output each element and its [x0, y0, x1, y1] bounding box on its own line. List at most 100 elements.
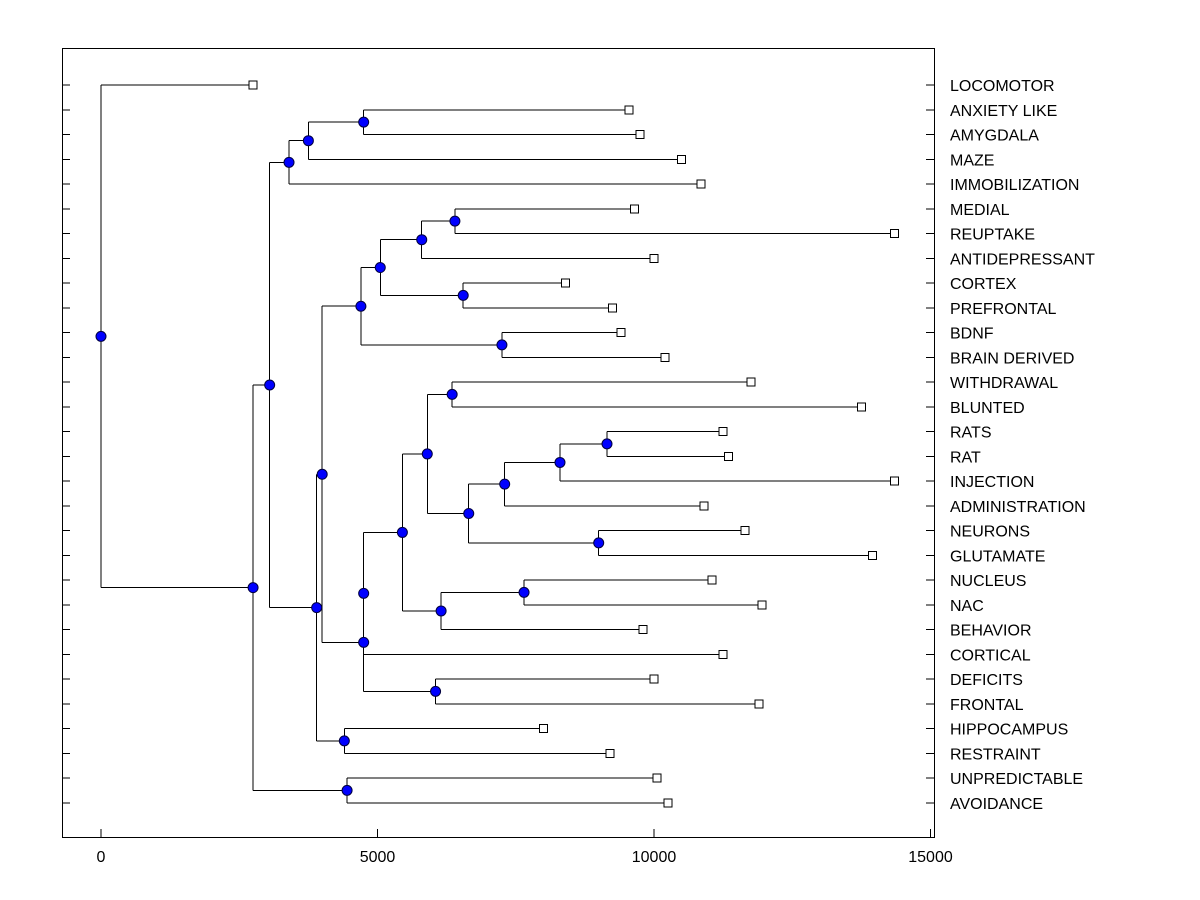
- leaf-marker-deficits: [649, 674, 659, 684]
- merge-node-n21: [430, 685, 442, 697]
- leaf-marker-glutamate: [867, 550, 877, 560]
- leaf-marker-nucleus: [707, 575, 717, 585]
- leaf-label-restraint: RESTRAINT: [950, 746, 1041, 763]
- merge-node-n8: [496, 339, 508, 351]
- leaf-marker-cortical: [718, 649, 728, 659]
- merge-node-n1: [358, 116, 370, 128]
- merge-node-n29: [95, 330, 107, 342]
- merge-node-n24: [338, 735, 350, 747]
- x-tick-label-5000: 5000: [360, 849, 396, 866]
- leaf-label-cortical: CORTICAL: [950, 647, 1031, 664]
- merge-node-n18: [435, 605, 447, 617]
- leaf-label-hippocampus: HIPPOCAMPUS: [950, 722, 1068, 739]
- leaf-marker-brain-derived: [660, 352, 670, 362]
- merge-node-n2: [302, 135, 314, 147]
- merge-node-n28: [247, 582, 259, 594]
- leaf-label-brain-derived: BRAIN DERIVED: [950, 350, 1074, 367]
- leaf-label-maze: MAZE: [950, 152, 994, 169]
- merge-node-n26: [264, 379, 276, 391]
- leaf-label-rat: RAT: [950, 449, 981, 466]
- merge-node-n15: [463, 507, 475, 519]
- leaf-labels: LOCOMOTOR ANXIETY LIKE AMYGDALA MAZE IMMOBIL…: [950, 78, 1095, 813]
- leaf-label-withdrawal: WITHDRAWAL: [950, 375, 1058, 392]
- leaf-label-deficits: DEFICITS: [950, 672, 1023, 689]
- x-tick-label-0: 0: [97, 849, 106, 866]
- merge-node-n11: [601, 438, 613, 450]
- leaf-label-injection: INJECTION: [950, 474, 1034, 491]
- leaf-label-frontal: FRONTAL: [950, 697, 1024, 714]
- leaf-marker-neurons: [740, 526, 750, 535]
- merge-node-n14: [593, 537, 605, 549]
- leaf-marker-medial: [630, 204, 640, 214]
- leaf-marker-prefrontal: [608, 303, 618, 313]
- leaf-label-avoidance: AVOIDANCE: [950, 796, 1043, 813]
- leaf-label-nac: NAC: [950, 598, 984, 615]
- leaf-marker-frontal: [754, 699, 764, 709]
- leaf-label-medial: MEDIAL: [950, 202, 1010, 219]
- merge-node-n27: [341, 784, 353, 796]
- leaf-label-rats: RATS: [950, 425, 991, 442]
- leaf-marker-unpredictable: [652, 773, 662, 783]
- leaf-label-anxiety-like: ANXIETY LIKE: [950, 103, 1057, 120]
- leaf-label-unpredictable: UNPREDICTABLE: [950, 771, 1083, 788]
- leaf-label-blunted: BLUNTED: [950, 400, 1025, 417]
- leaf-marker-immobilization: [696, 179, 706, 189]
- leaf-marker-nac: [757, 600, 767, 610]
- x-tick-label-10000: 10000: [632, 849, 677, 866]
- x-tick-label-15000: 15000: [908, 849, 953, 866]
- leaf-label-glutamate: GLUTAMATE: [950, 548, 1045, 565]
- merge-node-n12: [554, 456, 566, 468]
- merge-node-n13: [499, 478, 511, 490]
- leaf-marker-locomotor: [248, 80, 258, 90]
- x-axis-ticks: 0 5000 10000 15000: [97, 829, 953, 866]
- leaf-marker-amygdala: [635, 130, 645, 139]
- y-axis-ticks: [62, 84, 934, 804]
- leaf-label-antidepressant: ANTIDEPRESSANT: [950, 251, 1095, 268]
- leaf-marker-withdrawal: [746, 377, 756, 387]
- merge-node-n19: [396, 526, 408, 538]
- leaf-marker-cortex: [561, 278, 571, 288]
- merge-node-n4: [449, 215, 461, 227]
- leaf-label-bdnf: BDNF: [950, 326, 994, 343]
- leaf-marker-maze: [677, 154, 687, 164]
- leaf-marker-bdnf: [616, 328, 626, 337]
- merge-node-n3: [283, 156, 295, 168]
- leaf-label-reuptake: REUPTAKE: [950, 227, 1035, 244]
- merge-node-n9: [355, 300, 367, 312]
- merge-node-n25: [311, 602, 323, 614]
- plot-frame: [62, 48, 935, 838]
- leaf-label-administration: ADMINISTRATION: [950, 499, 1086, 516]
- merge-node-markers: [95, 116, 613, 796]
- leaf-marker-hippocampus: [538, 724, 548, 733]
- leaf-label-behavior: BEHAVIOR: [950, 623, 1032, 640]
- merge-node-n20: [358, 587, 370, 599]
- leaf-label-amygdala: AMYGDALA: [950, 128, 1039, 145]
- leaf-marker-antidepressant: [649, 253, 659, 263]
- leaf-marker-reuptake: [890, 229, 900, 238]
- leaf-label-immobilization: IMMOBILIZATION: [950, 177, 1079, 194]
- leaf-label-prefrontal: PREFRONTAL: [950, 301, 1056, 318]
- dendrogram-branches: [100, 84, 895, 804]
- merge-node-n7: [374, 262, 386, 274]
- leaf-marker-rat: [724, 451, 734, 461]
- merge-node-n22: [358, 636, 370, 648]
- leaf-label-locomotor: LOCOMOTOR: [950, 78, 1055, 95]
- leaf-label-cortex: CORTEX: [950, 276, 1017, 293]
- merge-node-n23: [316, 468, 328, 480]
- leaf-marker-behavior: [638, 625, 648, 634]
- merge-node-n6: [457, 289, 469, 301]
- leaf-marker-restraint: [605, 748, 615, 758]
- merge-node-n5: [416, 234, 428, 246]
- merge-node-n16: [421, 448, 433, 460]
- leaf-marker-anxiety-like: [624, 105, 634, 115]
- merge-node-n17: [518, 586, 530, 598]
- leaf-marker-rats: [718, 427, 728, 436]
- leaf-marker-blunted: [856, 402, 866, 412]
- leaf-label-neurons: NEURONS: [950, 524, 1030, 541]
- leaf-label-nucleus: NUCLEUS: [950, 573, 1026, 590]
- leaf-markers: [248, 80, 900, 808]
- leaf-marker-injection: [890, 476, 900, 486]
- leaf-marker-avoidance: [663, 798, 673, 808]
- leaf-marker-administration: [699, 501, 709, 511]
